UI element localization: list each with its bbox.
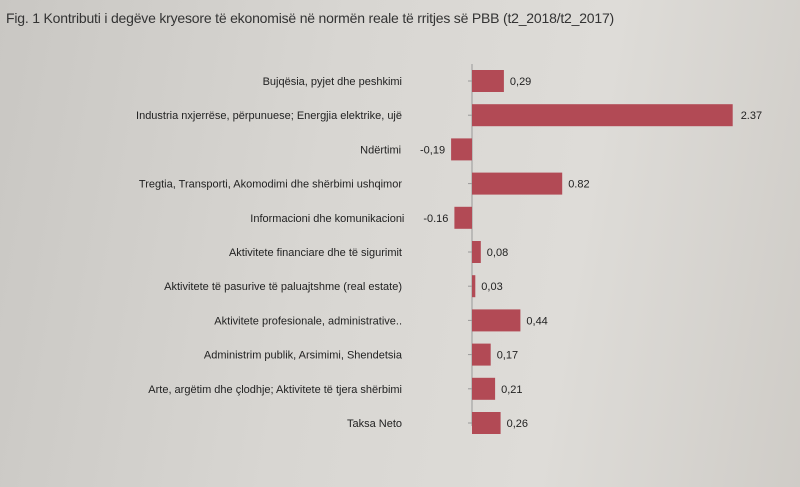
value-label: 0,29 — [510, 76, 531, 88]
category-label: Taksa Neto — [347, 418, 402, 430]
bar — [454, 206, 472, 229]
chart-title: Fig. 1 Kontributi i degëve kryesore të e… — [6, 10, 615, 26]
bar — [472, 275, 476, 298]
value-label: -0.16 — [423, 213, 448, 225]
category-label: Informacioni dhe komunikacioni — [250, 213, 404, 225]
bar — [472, 343, 491, 366]
category-label: Bujqësia, pyjet dhe peshkimi — [263, 76, 402, 88]
value-label: 0,03 — [481, 281, 502, 293]
bar — [472, 377, 496, 400]
category-label: Administrim publik, Arsimimi, Shendetsia — [204, 350, 403, 362]
bar — [472, 309, 521, 332]
category-label: Aktivitete të pasurive të paluajtshme (r… — [164, 281, 402, 293]
value-label: 0,17 — [497, 350, 518, 362]
value-label: 0.82 — [568, 179, 589, 191]
category-label: Aktivitete profesionale, administrative.… — [214, 315, 402, 327]
category-label: Ndërtimi — [360, 144, 401, 156]
bar — [472, 104, 733, 127]
bar — [472, 172, 563, 195]
value-label: -0,19 — [420, 144, 445, 156]
bar — [472, 412, 501, 434]
category-label: Aktivitete financiare dhe të sigurimit — [229, 247, 402, 259]
category-label: Industria nxjerrëse, përpunuese; Energji… — [136, 110, 402, 122]
bar — [472, 241, 481, 263]
bar — [451, 138, 472, 161]
bar — [472, 70, 504, 92]
value-label: 0,26 — [507, 418, 528, 430]
value-label: 0,44 — [526, 315, 547, 327]
category-label: Tregtia, Transporti, Akomodimi dhe shërb… — [139, 179, 402, 191]
value-label: 2.37 — [741, 110, 762, 122]
category-label: Arte, argëtim dhe çlodhje; Aktivitete të… — [148, 384, 402, 396]
value-label: 0,21 — [501, 384, 522, 396]
value-label: 0,08 — [487, 247, 508, 259]
